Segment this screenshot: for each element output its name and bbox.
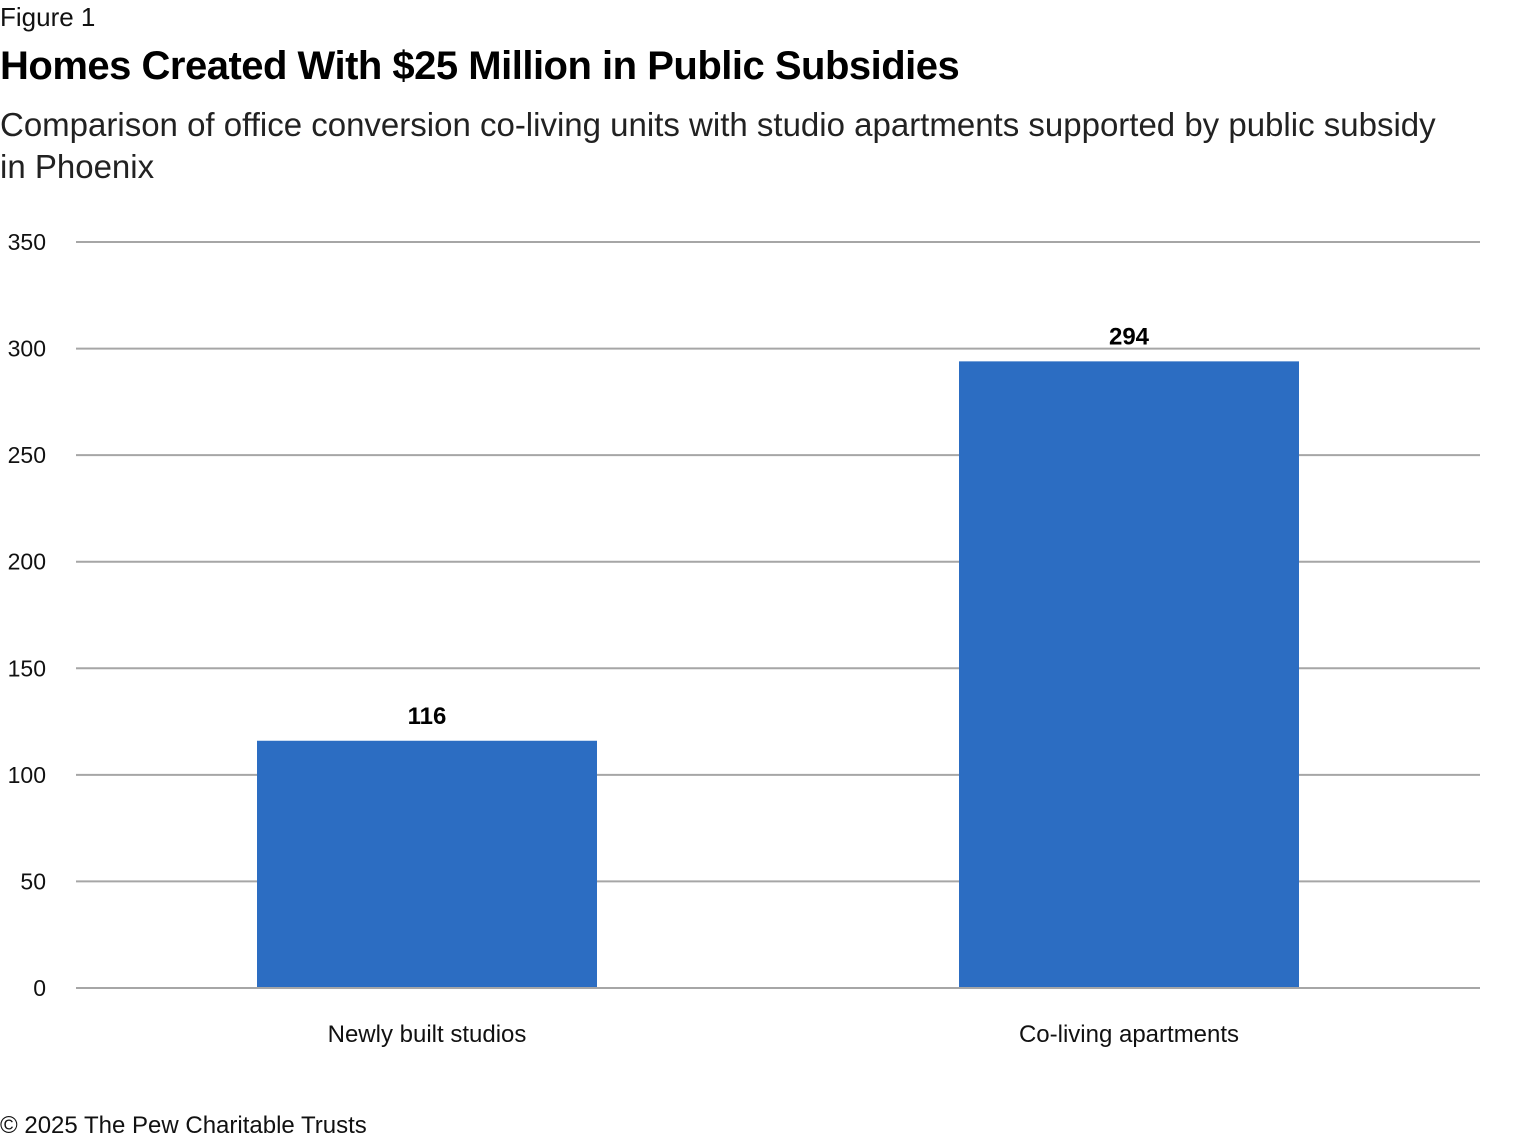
y-tick-label: 350 bbox=[8, 229, 46, 255]
data-label: 116 bbox=[408, 703, 447, 730]
x-axis-categories: Newly built studios Co-living apartments bbox=[76, 987, 1480, 1048]
y-tick-label: 200 bbox=[8, 549, 46, 575]
y-tick-label: 100 bbox=[8, 762, 46, 788]
y-tick-label: 0 bbox=[33, 975, 46, 1001]
figure-label: Figure 1 bbox=[0, 2, 96, 32]
bar bbox=[257, 740, 597, 988]
chart-subtitle: Comparison of office conversion co-livin… bbox=[0, 106, 1436, 185]
copyright-footer: © 2025 The Pew Charitable Trusts bbox=[0, 1112, 367, 1139]
y-tick-label: 250 bbox=[8, 442, 46, 468]
x-category-label: Co-living apartments bbox=[1019, 1021, 1239, 1048]
chart-title: Homes Created With $25 Million in Public… bbox=[0, 44, 960, 88]
data-label: 294 bbox=[1109, 323, 1150, 350]
bar bbox=[959, 361, 1299, 988]
y-tick-label: 150 bbox=[8, 655, 46, 681]
y-tick-label: 300 bbox=[8, 336, 46, 362]
data-labels: 116 294 bbox=[408, 323, 1150, 729]
x-category-label: Newly built studios bbox=[328, 1021, 527, 1048]
bars bbox=[257, 361, 1299, 988]
y-axis-ticks: 0 50 100 150 200 250 300 350 bbox=[8, 229, 46, 1001]
y-tick-label: 50 bbox=[20, 868, 46, 894]
